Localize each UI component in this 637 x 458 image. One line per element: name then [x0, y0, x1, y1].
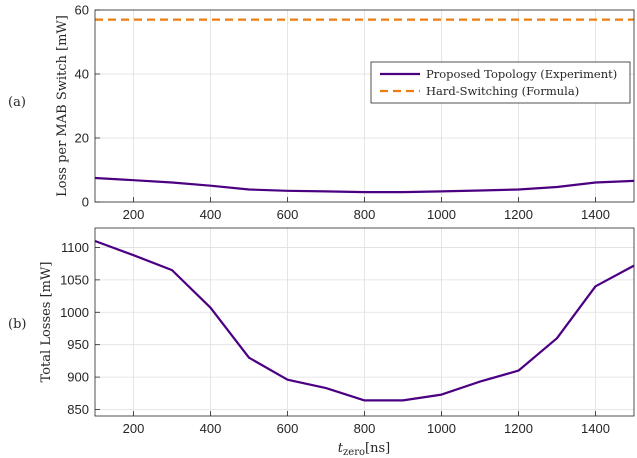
panel-a-series	[94, 18, 635, 194]
y-tick-label: 60	[75, 3, 89, 18]
panel-b-label: (b)	[8, 317, 26, 332]
y-tick-label: 850	[67, 402, 89, 417]
y-tick-label: 0	[82, 195, 89, 210]
x-axis-label-variable: t	[338, 441, 344, 456]
x-tick-label: 1200	[504, 421, 533, 436]
legend-box	[370, 61, 631, 104]
legend-label-hard-switching: Hard-Switching (Formula)	[426, 84, 579, 98]
panel-b-x-ticks: 200 400 600 800 1000 1200 1400	[123, 411, 610, 436]
panel-a-legend: Proposed Topology (Experiment) Hard-Swit…	[370, 61, 631, 104]
panel-a: (a) 200 400 600 800 1000 1200 1400 0 20 40 60 Los…	[8, 3, 635, 222]
series-line-proposed-topology-experiment	[94, 176, 635, 194]
panel-a-y-ticks: 0 20 40 60	[75, 3, 100, 210]
y-tick-label: 1100	[61, 240, 89, 255]
panel-a-y-axis-label: Loss per MAB Switch [mW]	[55, 15, 70, 197]
x-tick-label: 600	[277, 207, 299, 222]
x-tick-label: 1000	[427, 421, 456, 436]
x-tick-label: 800	[354, 421, 376, 436]
series-line-panel-b-0	[94, 239, 635, 402]
y-tick-label: 40	[75, 67, 89, 82]
x-tick-label: 1400	[581, 207, 610, 222]
panel-b-series	[94, 239, 635, 402]
x-tick-label: 600	[277, 421, 299, 436]
x-tick-label: 200	[123, 207, 145, 222]
panel-b-y-axis-label: Total Losses [mW]	[39, 262, 54, 383]
panel-a-x-ticks: 200 400 600 800 1000 1200 1400	[123, 197, 610, 222]
x-tick-label: 400	[200, 421, 222, 436]
panel-a-label: (a)	[8, 95, 26, 110]
x-tick-label: 1400	[581, 421, 610, 436]
panel-b-grid	[95, 228, 634, 416]
x-axis-label-unit: [ns]	[365, 441, 390, 456]
y-tick-label: 900	[67, 370, 89, 385]
panel-b-x-axis-label: tzero[ns]	[338, 441, 390, 458]
panel-b: (b) 200 400 600 800 1000 1200 1400 850 900 950 10…	[8, 227, 635, 458]
panel-b-y-ticks: 850 900 950 1000 1050 1100	[60, 240, 100, 417]
x-tick-label: 200	[123, 421, 145, 436]
y-tick-label: 1050	[60, 272, 89, 287]
y-tick-label: 950	[67, 337, 89, 352]
legend-label-proposed: Proposed Topology (Experiment)	[426, 67, 617, 81]
x-tick-label: 1000	[427, 207, 456, 222]
y-tick-label: 1000	[60, 305, 89, 320]
x-tick-label: 800	[354, 207, 376, 222]
y-tick-label: 20	[75, 131, 89, 146]
x-axis-label-subscript: zero	[343, 447, 365, 458]
x-tick-label: 400	[200, 207, 222, 222]
x-tick-label: 1200	[504, 207, 533, 222]
